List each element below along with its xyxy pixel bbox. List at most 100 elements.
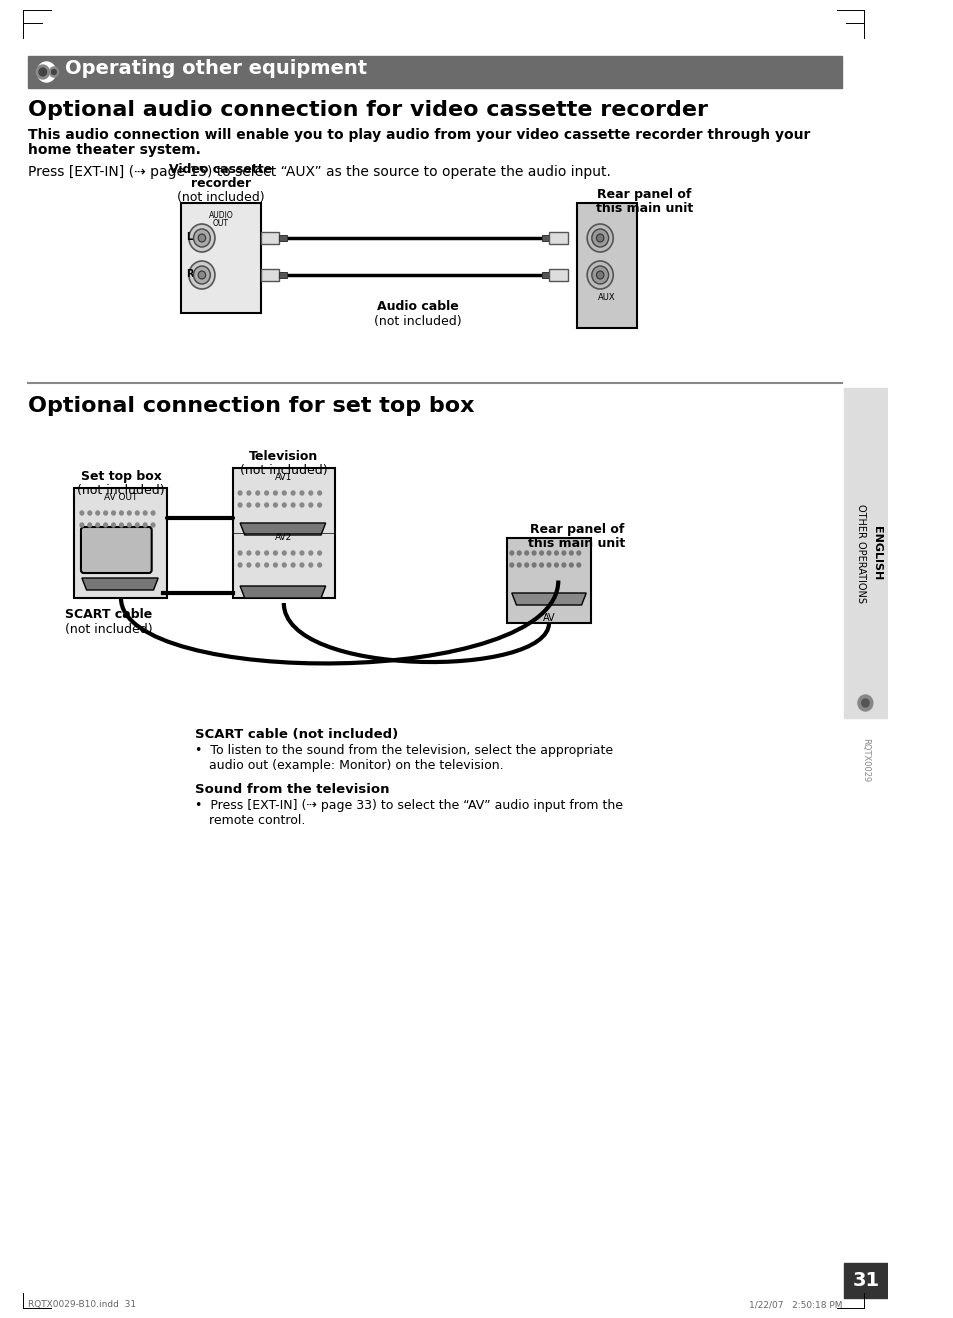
Circle shape [282,563,286,567]
Circle shape [596,272,603,279]
Circle shape [282,503,286,507]
Circle shape [143,523,147,527]
Bar [260,232,279,244]
Text: RQTX0029-B10.indd  31: RQTX0029-B10.indd 31 [28,1300,136,1309]
Bar [548,269,567,281]
Text: OTHER OPERATIONS: OTHER OPERATIONS [855,503,864,602]
Circle shape [577,563,580,567]
Circle shape [119,511,123,515]
Circle shape [88,511,91,515]
Circle shape [255,492,259,496]
Bar [843,1263,887,1298]
Circle shape [247,503,251,507]
Text: •  To listen to the sound from the television, select the appropriate: • To listen to the sound from the televi… [195,743,613,757]
Circle shape [300,503,303,507]
Circle shape [291,563,294,567]
Circle shape [50,67,58,76]
Text: remote control.: remote control. [209,815,305,826]
Circle shape [300,563,303,567]
Circle shape [309,563,313,567]
Circle shape [547,563,550,567]
Circle shape [539,551,543,555]
Circle shape [596,235,603,243]
Circle shape [569,551,573,555]
Circle shape [274,563,277,567]
Circle shape [88,523,91,527]
Bar [577,203,637,328]
Circle shape [517,563,520,567]
Text: AV2: AV2 [274,532,293,542]
Text: (not included): (not included) [240,464,327,477]
Text: Sound from the television: Sound from the television [195,783,390,796]
Circle shape [152,511,154,515]
Circle shape [119,523,123,527]
Text: Video cassette: Video cassette [170,163,273,177]
Text: Audio cable: Audio cable [376,301,458,312]
Circle shape [189,224,214,252]
Circle shape [561,551,565,555]
Circle shape [112,523,115,527]
Text: Press [EXT-IN] (⇢ page 15) to select “AUX” as the source to operate the audio in: Press [EXT-IN] (⇢ page 15) to select “AU… [28,165,610,179]
Circle shape [539,563,543,567]
Bar [507,538,590,623]
Circle shape [317,503,321,507]
Circle shape [569,563,573,567]
Circle shape [238,503,242,507]
Text: (not included): (not included) [374,315,461,328]
Polygon shape [82,579,158,590]
Circle shape [247,551,251,555]
Circle shape [255,551,259,555]
Circle shape [300,492,303,496]
Circle shape [135,523,139,527]
Circle shape [128,511,132,515]
Polygon shape [240,587,325,598]
Circle shape [193,229,210,246]
Circle shape [554,563,558,567]
Text: Operating other equipment: Operating other equipment [65,58,367,78]
Circle shape [189,261,214,289]
Circle shape [36,65,50,79]
Circle shape [128,523,132,527]
Polygon shape [240,523,325,535]
Circle shape [577,551,580,555]
Circle shape [291,503,294,507]
Circle shape [554,551,558,555]
Circle shape [274,492,277,496]
Text: OUT: OUT [213,219,229,228]
Circle shape [95,523,99,527]
Circle shape [95,511,99,515]
Text: AV OUT: AV OUT [104,493,137,502]
Bar [279,272,286,278]
Circle shape [255,503,259,507]
Circle shape [291,551,294,555]
Text: this main unit: this main unit [595,202,692,215]
Circle shape [291,492,294,496]
Circle shape [274,503,277,507]
Circle shape [510,563,513,567]
Circle shape [255,563,259,567]
Circle shape [265,563,268,567]
Circle shape [309,551,313,555]
Text: L: L [186,232,193,243]
Circle shape [265,492,268,496]
Circle shape [547,551,550,555]
Text: This audio connection will enable you to play audio from your video cassette rec: This audio connection will enable you to… [28,128,809,142]
Circle shape [238,563,242,567]
Text: AUDIO: AUDIO [209,211,233,220]
Polygon shape [511,593,586,605]
Bar [181,203,260,312]
Circle shape [104,523,108,527]
Text: home theater system.: home theater system. [28,142,200,157]
Bar [233,468,335,598]
Circle shape [51,70,56,75]
Text: (not included): (not included) [77,484,165,497]
Text: Set top box: Set top box [80,471,161,482]
Circle shape [80,523,84,527]
Circle shape [586,261,613,289]
Text: RQTX0029: RQTX0029 [860,738,869,783]
Circle shape [37,62,56,82]
Text: AV1: AV1 [274,473,293,482]
Circle shape [532,551,536,555]
Circle shape [317,563,321,567]
Circle shape [247,492,251,496]
